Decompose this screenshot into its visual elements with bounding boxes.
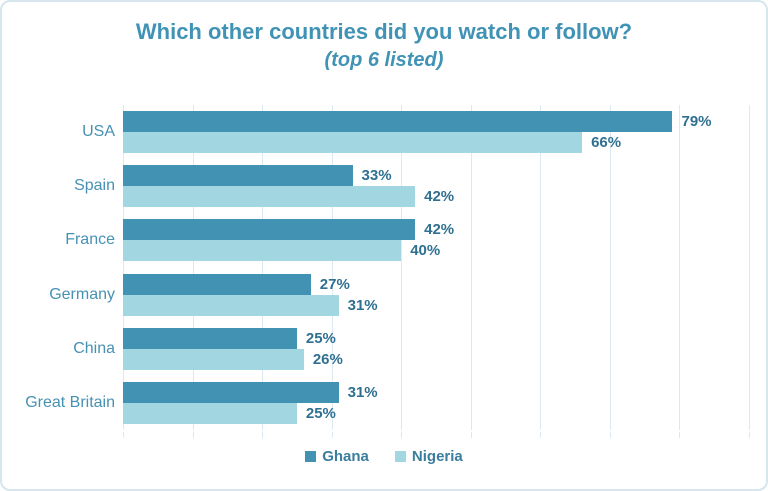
plot-area: USA 79% 66% Spain 33% 42% France 42% 40% Germany 2… xyxy=(2,105,750,438)
bar-nigeria-spain: 42% xyxy=(123,186,454,208)
axis-tick-40 xyxy=(401,432,403,438)
value-label-ghana-usa: 79% xyxy=(681,113,712,131)
value-label-ghana-germany: 27% xyxy=(319,275,350,293)
value-label-ghana-great-britain: 31% xyxy=(347,383,378,401)
gridline-80 xyxy=(679,105,681,430)
value-label-ghana-spain: 33% xyxy=(361,167,392,185)
bar-group-spain: 33% 42% xyxy=(123,165,749,208)
category-row-spain: Spain 33% 42% xyxy=(2,159,749,213)
bar-group-france: 42% 40% xyxy=(123,219,749,262)
category-label-france: France xyxy=(65,231,115,249)
axis-tick-10 xyxy=(192,432,194,438)
category-label-usa: USA xyxy=(82,123,115,141)
gridline-90 xyxy=(749,105,750,430)
bar-ghana-spain: 33% xyxy=(123,165,392,187)
axis-tick-30 xyxy=(331,432,333,438)
chart-subtitle: (top 6 listed) xyxy=(324,49,444,71)
bar-nigeria-china: 26% xyxy=(123,348,343,370)
gridline-60 xyxy=(540,105,542,430)
bar-nigeria-usa: 66% xyxy=(123,132,621,154)
axis-tick-90 xyxy=(749,432,750,438)
chart-title: Which other countries did you watch or f… xyxy=(135,19,633,44)
category-label-great-britain: Great Britain xyxy=(25,393,115,411)
gridline-50 xyxy=(470,105,472,430)
axis-tick-80 xyxy=(679,432,681,438)
bar-ghana-china: 25% xyxy=(123,327,336,349)
bar-nigeria-great-britain: 25% xyxy=(123,402,336,424)
category-row-usa: USA 79% 66% xyxy=(2,105,749,159)
legend-label-ghana: Ghana xyxy=(322,448,369,465)
axis-tick-60 xyxy=(540,432,542,438)
bar-group-china: 25% 26% xyxy=(123,327,749,370)
bar-nigeria-france: 40% xyxy=(123,240,440,262)
value-label-ghana-china: 25% xyxy=(305,329,336,347)
legend-swatch-ghana xyxy=(305,451,317,462)
bar-ghana-germany: 27% xyxy=(123,273,350,295)
category-row-china: China 25% 26% xyxy=(2,322,749,376)
bar-ghana-france: 42% xyxy=(123,219,454,241)
legend-item-nigeria: Nigeria xyxy=(394,448,463,465)
category-row-france: France 42% 40% xyxy=(2,213,749,267)
value-label-nigeria-france: 40% xyxy=(410,242,441,260)
value-label-nigeria-china: 26% xyxy=(312,350,343,368)
bar-rows: USA 79% 66% Spain 33% 42% France 42% 40% Germany 2… xyxy=(2,105,749,430)
bar-group-germany: 27% 31% xyxy=(123,273,749,316)
gridline-70 xyxy=(609,105,611,430)
value-label-nigeria-great-britain: 25% xyxy=(305,404,336,422)
value-label-nigeria-spain: 42% xyxy=(424,188,455,206)
legend-swatch-nigeria xyxy=(394,451,406,462)
legend-label-nigeria: Nigeria xyxy=(411,448,463,465)
bar-nigeria-germany: 31% xyxy=(123,294,378,316)
gridline-20 xyxy=(262,105,264,430)
gridline-30 xyxy=(331,105,333,430)
category-label-spain: Spain xyxy=(74,177,115,195)
bar-group-usa: 79% 66% xyxy=(123,111,749,154)
value-label-nigeria-germany: 31% xyxy=(347,296,378,314)
bar-ghana-usa: 79% xyxy=(123,111,712,133)
axis-tick-0 xyxy=(123,432,124,438)
category-label-germany: Germany xyxy=(49,285,115,303)
bar-group-great-britain: 31% 25% xyxy=(123,381,749,424)
gridline-10 xyxy=(192,105,194,430)
gridline-40 xyxy=(401,105,403,430)
legend-item-ghana: Ghana xyxy=(305,448,369,465)
gridline-0 xyxy=(123,105,124,430)
grid-layer xyxy=(123,105,750,438)
axis-tick-50 xyxy=(470,432,472,438)
axis-tick-20 xyxy=(262,432,264,438)
category-row-germany: Germany 27% 31% xyxy=(2,268,749,322)
legend: Ghana Nigeria xyxy=(2,448,766,465)
value-label-ghana-france: 42% xyxy=(424,221,455,239)
bar-ghana-great-britain: 31% xyxy=(123,381,378,403)
value-label-nigeria-usa: 66% xyxy=(591,134,622,152)
category-row-great-britain: Great Britain 31% 25% xyxy=(2,376,749,430)
axis-tick-70 xyxy=(609,432,611,438)
category-label-china: China xyxy=(73,339,115,357)
